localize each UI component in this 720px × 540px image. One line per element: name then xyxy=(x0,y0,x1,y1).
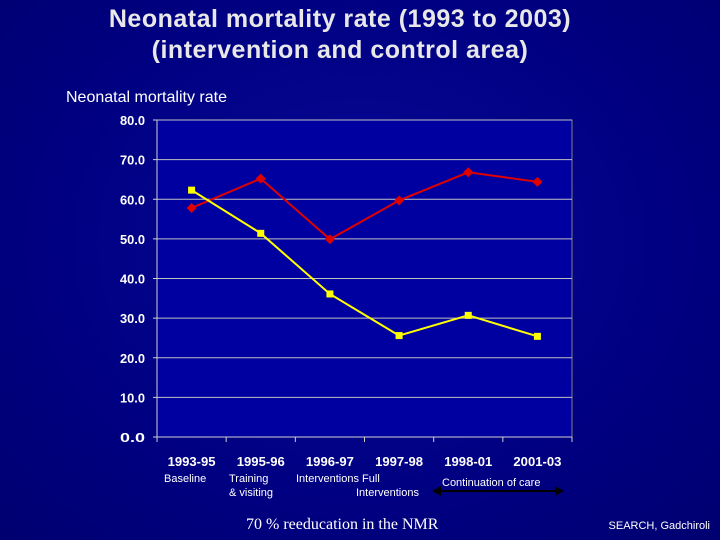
title-line-2: (intervention and control area) xyxy=(151,36,529,64)
phase-baseline-label: Baseline xyxy=(164,473,207,485)
x-tick-label: 1996-97 xyxy=(306,454,354,469)
y-tick-label: 0.0 xyxy=(120,430,145,445)
x-tick-label: 1995-96 xyxy=(237,454,285,469)
phase-arrow xyxy=(432,486,564,496)
x-tick-label: 1997-98 xyxy=(375,454,423,469)
x-tick-label: 1998-01 xyxy=(444,454,492,469)
title-line-1: Neonatal mortality rate (1993 to 2003) xyxy=(108,5,572,33)
y-tick-label: 10.0 xyxy=(120,390,145,405)
data-point-diamond xyxy=(394,195,405,206)
data-point-diamond xyxy=(324,234,335,245)
y-tick-label: 60.0 xyxy=(120,192,145,207)
y-tick-label: 30.0 xyxy=(120,311,145,326)
series-line-0 xyxy=(191,171,538,241)
y-tick-label: 70.0 xyxy=(120,153,145,168)
data-point-diamond xyxy=(255,173,266,184)
data-point-diamond xyxy=(532,176,543,187)
phase-interventions-line-2: Interventions xyxy=(356,487,419,499)
phase-training-line-2: & visiting xyxy=(229,487,274,499)
data-point-square xyxy=(326,290,334,298)
y-tick-label: 40.0 xyxy=(120,272,145,287)
chart-y-label: Neonatal mortality rate xyxy=(66,89,227,106)
data-point-square xyxy=(257,229,265,237)
phase-training-line-1: Training xyxy=(229,473,269,485)
phase-training-label: Training & visiting xyxy=(229,472,273,500)
data-point-square xyxy=(188,186,196,194)
data-point-square xyxy=(395,332,403,340)
data-point-diamond xyxy=(186,202,197,213)
phase-interventions-line-1: Interventions Full xyxy=(296,473,380,485)
data-point-square xyxy=(533,332,541,340)
y-tick-label: 80.0 xyxy=(120,113,145,128)
data-point-diamond xyxy=(463,167,474,178)
phase-continuation-label: Continuation of care xyxy=(442,477,541,489)
data-point-square xyxy=(464,311,472,319)
phase-interventions-label: Interventions Full Interventions xyxy=(296,472,419,500)
credit: SEARCH, Gadchiroli xyxy=(608,520,710,532)
slide-title: Neonatal mortality rate (1993 to 2003) (… xyxy=(0,4,680,66)
y-tick-label: 20.0 xyxy=(120,351,145,366)
footnote: 70 % reeducation in the NMR xyxy=(246,516,439,533)
series-line-1 xyxy=(191,189,538,338)
x-tick-label: 1993-95 xyxy=(168,454,216,469)
y-tick-label: 50.0 xyxy=(120,232,145,247)
x-tick-label: 2001-03 xyxy=(513,454,561,469)
